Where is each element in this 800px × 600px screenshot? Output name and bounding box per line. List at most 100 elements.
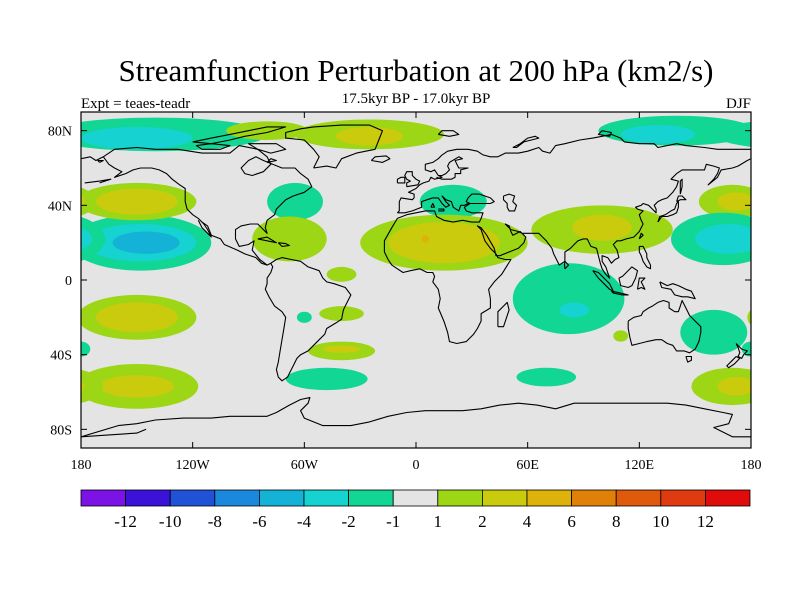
y-tick-label: 40N [48,199,72,214]
anomaly-region [81,216,106,261]
coastline [370,155,391,163]
anomaly-region [717,192,751,211]
coastline [735,343,748,359]
anomaly-region [81,369,104,404]
colorbar-swatch [258,489,305,507]
coastline [192,126,287,145]
coastline [438,208,445,212]
colorbar-label: -1 [386,512,400,531]
anomaly-region [516,367,577,387]
anomaly-region [285,367,368,391]
coastline [638,232,644,240]
anomaly-region [296,311,312,323]
anomaly-region [81,187,96,216]
season-label: DJF [726,96,751,112]
coastline [266,158,277,163]
anomaly-region [747,195,751,209]
y-tick-label: 80S [50,423,72,438]
anomaly-region [747,309,751,326]
x-tick-label: 0 [413,458,420,473]
colorbar: -12 -10 -8 -6 -4 -2 -1 1 2 4 6 8 10 12 [80,489,751,531]
anomaly-region [81,196,85,208]
coastline [636,277,646,290]
coastline [197,220,212,238]
anomaly-region [81,126,193,150]
coastline [502,193,518,212]
anomaly-region [419,184,487,219]
coastline [195,143,231,150]
anomaly-region [745,377,751,396]
colorbar-swatch [392,489,439,507]
anomaly-region [95,188,178,215]
coastline [657,201,679,223]
colorbar-label: 4 [523,512,532,531]
chart-subtitle: 17.5kyr BP - 17.0kyr BP [342,91,491,107]
x-tick-label: 120W [176,458,211,473]
coastline [97,159,104,163]
anomaly-region [326,266,357,282]
coastline [81,156,104,162]
coastline [396,176,406,184]
coastline [436,156,469,180]
coastline [618,266,639,289]
colorbar-swatch [705,489,751,507]
plot-area [80,111,752,449]
anomaly-region [112,231,180,254]
coastline [264,257,352,382]
colorbar-swatch [169,489,216,507]
anomaly-region [81,126,85,136]
colorbar-swatch [481,489,528,507]
anomaly-region [717,377,751,396]
coastline [676,195,687,203]
anomaly-region [572,214,632,241]
coastline [497,301,510,328]
anomaly-region [99,375,175,398]
colorbar-label: -10 [159,512,182,531]
y-tick-label: 0 [65,274,72,289]
coastline [597,130,612,137]
x-tick-label: 120E [625,458,655,473]
colorbar-swatch [571,489,617,507]
colorbar-label: -6 [252,512,266,531]
anomaly-region [388,222,500,264]
anomaly-region [81,227,93,251]
colorbar-swatch [80,489,126,507]
colorbar-label: 6 [567,512,576,531]
anomaly-region [695,224,751,254]
colorbar-label: -4 [297,512,312,531]
coastline [383,133,751,345]
coastline [81,428,147,438]
anomaly-region [613,330,629,342]
coastline [512,135,540,149]
colorbar-label: -2 [342,512,356,531]
coastline [659,281,696,300]
anomaly-region [421,235,430,243]
colorbar-swatch [214,489,260,507]
anomaly-region [559,302,590,318]
coastline [257,236,277,244]
coastline [679,178,683,195]
coastline [611,290,629,296]
x-tick-label: 180 [741,458,762,473]
coastline [277,242,290,247]
coastline [685,355,692,363]
anomaly-region [322,345,361,353]
coastline [84,178,112,184]
coastline [102,145,313,266]
colorbar-swatch [125,489,171,507]
colorbar-label: -12 [114,512,137,531]
anomaly-region [620,125,696,144]
coastline [81,397,751,438]
colorbar-swatch [660,489,706,507]
anomaly-region [95,302,178,333]
colorbar-label: 1 [434,512,443,531]
coastline [430,202,436,208]
anomaly-region [680,309,748,355]
coastline [627,299,702,354]
coastline [247,143,287,154]
anomaly-region [252,216,327,262]
colorbar-label: 10 [652,512,669,531]
coastline [437,130,460,137]
anomaly-region [267,182,323,221]
